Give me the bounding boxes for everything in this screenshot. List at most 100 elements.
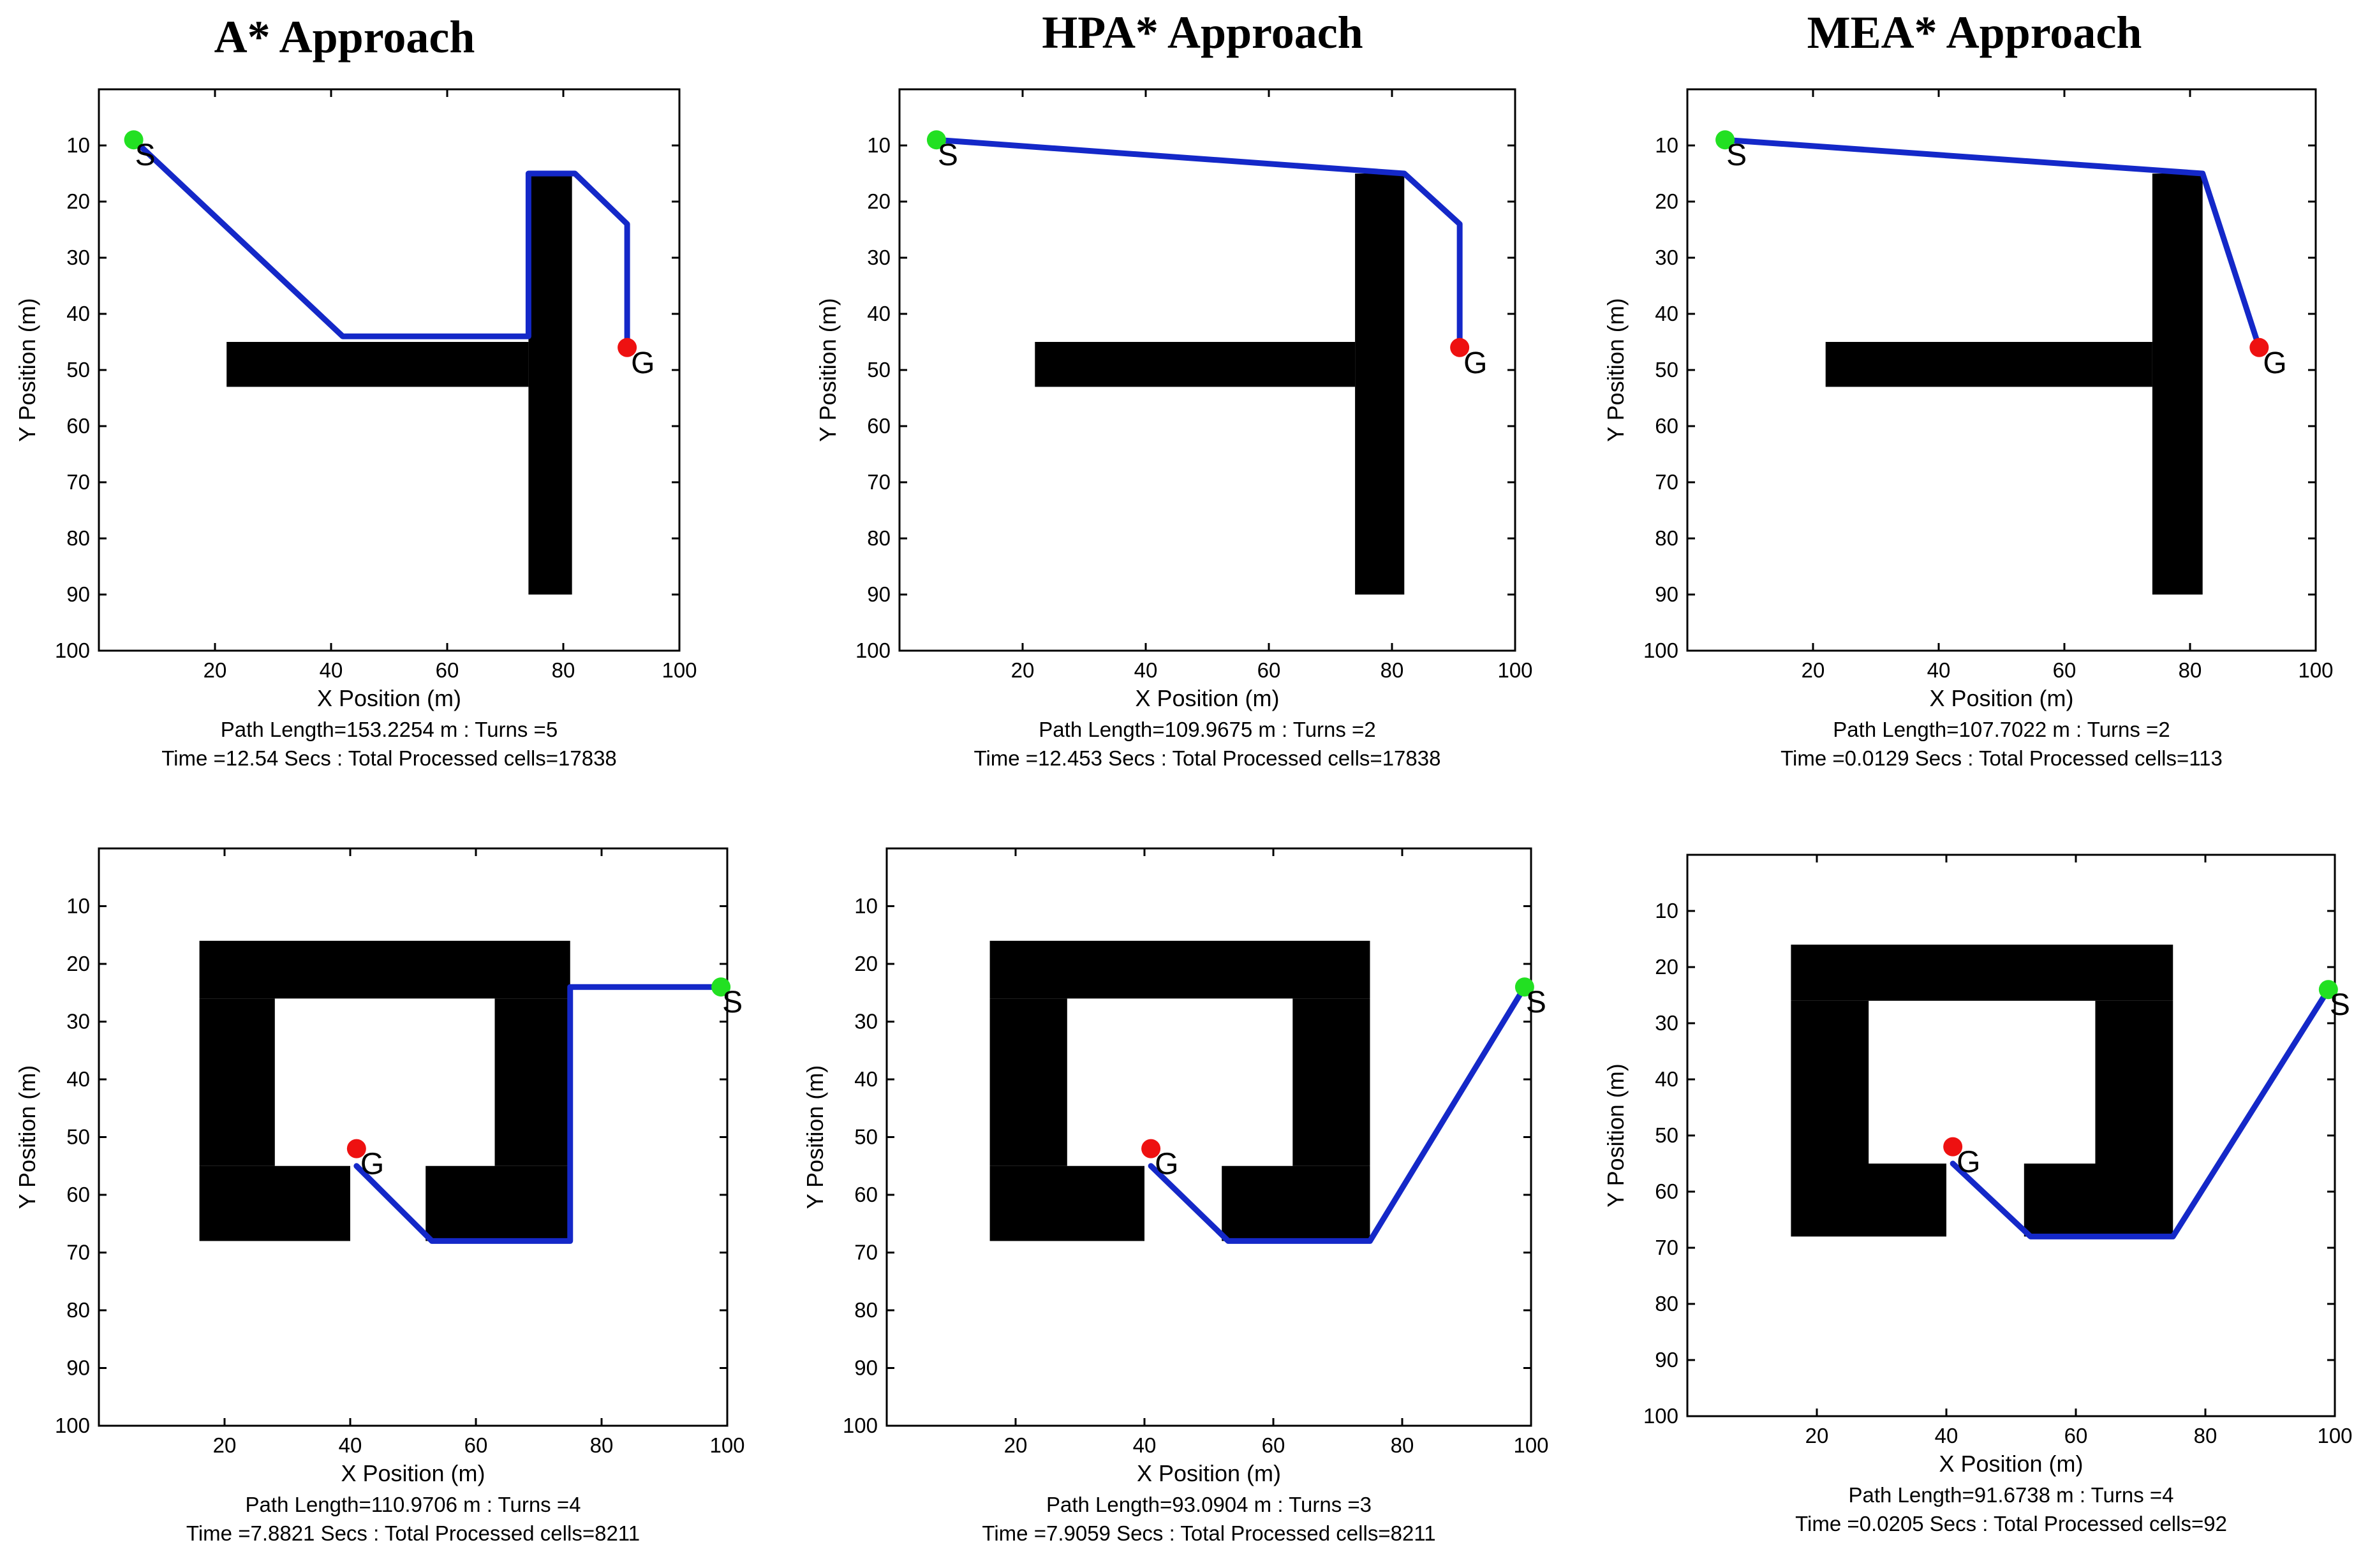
y-tick-label: 70 (1655, 1236, 1678, 1259)
x-tick-label: 20 (1011, 658, 1035, 682)
y-tick-label: 60 (854, 1183, 878, 1206)
x-tick-label: 40 (1134, 658, 1158, 682)
x-tick-label: 100 (709, 1433, 744, 1457)
planned-path-line (353, 984, 724, 1244)
y-tick-label: 30 (66, 246, 90, 269)
y-tick-label: 30 (1655, 1011, 1678, 1035)
y-tick-label: 100 (55, 1414, 90, 1437)
goal-point-marker (1141, 1139, 1161, 1158)
caption-path-length-turns: Path Length=110.9706 m : Turns =4 (246, 1493, 581, 1516)
obstacle-block (1355, 174, 1405, 595)
y-tick-label: 100 (1643, 1404, 1678, 1428)
start-point-marker (1715, 130, 1735, 150)
obstacle-block (2024, 1164, 2173, 1237)
y-tick-label: 90 (66, 1356, 90, 1380)
y-tick-label: 80 (1655, 526, 1678, 550)
obstacle-block (426, 1165, 570, 1241)
y-tick-label: 20 (66, 189, 90, 213)
x-tick-label: 80 (2179, 658, 2202, 682)
y-tick-label: 50 (867, 358, 891, 381)
x-tick-label: 60 (2053, 658, 2076, 682)
x-tick-label: 60 (436, 658, 459, 682)
goal-point-marker (1943, 1137, 1963, 1157)
start-point-label: S (722, 986, 743, 1019)
start-point-marker (124, 130, 144, 150)
y-tick-label: 70 (854, 1241, 878, 1264)
y-tick-label: 80 (1655, 1292, 1678, 1315)
chart-panels: 20 40 60 80 100 10 20 30 40 50 60 70 80 90 100 X Positi… (14, 88, 2353, 1545)
obstacle-block (1035, 342, 1356, 387)
y-tick-label: 20 (66, 952, 90, 975)
goal-point-label: G (1957, 1146, 1980, 1180)
caption-time-processed-cells: Time =12.54 Secs : Total Processed cells… (161, 746, 617, 770)
obstacle-block (226, 342, 529, 387)
y-tick-label: 80 (66, 526, 90, 550)
y-tick-label: 10 (867, 133, 891, 157)
y-tick-label: 30 (1655, 246, 1678, 269)
y-tick-label: 20 (1655, 955, 1678, 979)
y-tick-label: 10 (66, 894, 90, 918)
x-tick-label: 40 (1935, 1424, 1958, 1447)
planned-path-line (1722, 137, 2262, 351)
obstacle-block (989, 940, 1370, 999)
plot-area (98, 847, 729, 1427)
obstacle-block (1825, 342, 2152, 387)
caption-time-processed-cells: Time =12.453 Secs : Total Processed cell… (974, 746, 1441, 770)
y-tick-label: 10 (1655, 133, 1678, 157)
x-tick-label: 60 (1257, 658, 1281, 682)
y-tick-label: 90 (854, 1356, 878, 1380)
chart-panel-1: 20 40 60 80 100 10 20 30 40 50 60 70 80 90 100 X Positi… (14, 88, 697, 770)
x-tick-label: 80 (2194, 1424, 2217, 1447)
x-axis-label: X Position (m) (1137, 1460, 1281, 1486)
obstacle-block (199, 940, 570, 999)
x-axis-label: X Position (m) (1929, 685, 2073, 711)
goal-point-marker (618, 337, 637, 357)
y-tick-label: 90 (1655, 582, 1678, 606)
y-tick-label: 50 (66, 1125, 90, 1149)
y-tick-label: 90 (1655, 1348, 1678, 1372)
y-tick-label: 20 (854, 952, 878, 975)
y-tick-label: 50 (854, 1125, 878, 1149)
y-tick-label: 60 (1655, 1180, 1678, 1203)
y-tick-label: 30 (66, 1010, 90, 1033)
y-tick-label: 40 (66, 1067, 90, 1091)
y-tick-label: 80 (66, 1298, 90, 1322)
x-tick-label: 40 (320, 658, 343, 682)
y-tick-label: 40 (1655, 302, 1678, 325)
y-tick-label: 10 (66, 133, 90, 157)
x-tick-label: 20 (1004, 1433, 1028, 1457)
caption-path-length-turns: Path Length=91.6738 m : Turns =4 (1848, 1483, 2173, 1507)
y-tick-label: 40 (867, 302, 891, 325)
x-axis-label: X Position (m) (317, 685, 461, 711)
y-tick-label: 100 (843, 1414, 878, 1437)
y-tick-label: 10 (1655, 899, 1678, 922)
obstacle-block (494, 998, 570, 1166)
x-tick-label: 60 (2064, 1424, 2088, 1447)
y-tick-label: 70 (66, 1241, 90, 1264)
chart-panel-5: 20 40 60 80 100 10 20 30 40 50 60 70 80 90 100 X Positi… (802, 847, 1549, 1545)
x-tick-label: 80 (590, 1433, 614, 1457)
chart-panel-4: 20 40 60 80 100 10 20 30 40 50 60 70 80 90 100 X Positi… (14, 847, 745, 1545)
chart-panel-3: 20 40 60 80 100 10 20 30 40 50 60 70 80 90 100 X Positi… (1603, 88, 2334, 770)
x-tick-label: 100 (2317, 1424, 2352, 1447)
goal-point-label: G (2263, 346, 2286, 380)
x-tick-label: 100 (2298, 658, 2333, 682)
y-tick-label: 90 (867, 582, 891, 606)
obstacle-block (1791, 1164, 1946, 1237)
x-axis-label: X Position (m) (1135, 685, 1279, 711)
y-tick-label: 70 (1655, 470, 1678, 494)
y-tick-label: 60 (66, 1183, 90, 1206)
y-axis-label: Y Position (m) (802, 1065, 828, 1209)
chart-panel-2: 20 40 60 80 100 10 20 30 40 50 60 70 80 90 100 X Positi… (815, 88, 1533, 770)
goal-point-marker (346, 1139, 366, 1158)
y-axis-label: Y Position (m) (815, 298, 841, 441)
goal-point-label: G (631, 346, 655, 380)
y-tick-label: 80 (867, 526, 891, 550)
y-tick-label: 100 (55, 639, 90, 662)
chart-panel-6: 20 40 60 80 100 10 20 30 40 50 60 70 80 90 100 X Positi… (1603, 854, 2353, 1535)
start-point-label: S (135, 138, 156, 172)
caption-time-processed-cells: Time =0.0205 Secs : Total Processed cell… (1795, 1512, 2227, 1535)
x-tick-label: 100 (662, 658, 697, 682)
start-point-label: S (1526, 986, 1546, 1019)
